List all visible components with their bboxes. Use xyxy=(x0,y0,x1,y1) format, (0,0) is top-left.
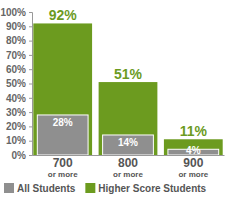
y-tick-label: 30% xyxy=(6,107,26,118)
y-tick-mark xyxy=(29,12,32,13)
legend-label: Higher Score Students xyxy=(98,183,206,194)
legend: All Students Higher Score Students xyxy=(4,183,207,194)
x-tick-label: 700or more xyxy=(48,156,78,179)
y-tick: 30% xyxy=(6,107,32,118)
y-tick-label: 100% xyxy=(0,7,26,18)
data-label: 14% xyxy=(118,137,138,148)
y-tick-mark xyxy=(29,141,32,142)
y-tick-label: 20% xyxy=(6,121,26,132)
y-tick: 90% xyxy=(6,21,32,32)
data-label: 92% xyxy=(49,7,78,23)
y-tick: 80% xyxy=(6,35,32,46)
y-tick-mark xyxy=(29,126,32,127)
x-tick-label: 900or more xyxy=(178,156,208,179)
y-axis: 0% 10% 20% 30% 40% 50% 60% 70% 80% 90% 100% xyxy=(0,7,32,161)
y-tick-label: 50% xyxy=(6,78,26,89)
x-tick: 700or more xyxy=(48,155,78,179)
y-tick-mark xyxy=(29,55,32,56)
y-tick-label: 90% xyxy=(6,21,26,32)
bar xyxy=(103,135,154,155)
y-tick: 60% xyxy=(6,64,32,75)
y-tick: 0% xyxy=(12,150,32,161)
x-tick-label: 800or more xyxy=(113,156,143,179)
bar xyxy=(99,82,158,155)
y-tick-mark xyxy=(29,69,32,70)
y-tick-label: 80% xyxy=(6,35,26,46)
legend-swatch xyxy=(4,183,14,193)
bar xyxy=(33,23,92,155)
y-tick-mark xyxy=(29,84,32,85)
y-tick-label: 10% xyxy=(6,135,26,146)
y-tick-mark xyxy=(29,155,32,156)
y-tick: 40% xyxy=(6,93,32,104)
y-axis-line xyxy=(29,13,33,156)
data-labels: 92% 51% 11% 28% 14% 4% xyxy=(49,7,208,156)
y-tick-mark xyxy=(29,98,32,99)
x-tick: 800or more xyxy=(113,155,143,179)
y-tick: 100% xyxy=(0,7,32,18)
legend-swatch xyxy=(85,183,95,193)
y-tick-label: 0% xyxy=(12,150,27,161)
x-tick: 900or more xyxy=(178,155,208,179)
y-tick-label: 60% xyxy=(6,64,26,75)
y-tick-mark xyxy=(29,112,32,113)
y-tick-mark xyxy=(29,26,32,27)
y-tick: 10% xyxy=(6,135,32,146)
y-tick-mark xyxy=(29,41,32,42)
data-label: 11% xyxy=(180,123,208,139)
chart: 0% 10% 20% 30% 40% 50% 60% 70% 80% 90% 100% 700or m… xyxy=(0,0,233,203)
data-label: 4% xyxy=(186,145,201,156)
y-tick: 50% xyxy=(6,78,32,89)
data-label: 28% xyxy=(53,117,73,128)
y-tick-label: 40% xyxy=(6,93,26,104)
bars xyxy=(33,23,222,155)
data-label: 51% xyxy=(114,66,143,82)
bar xyxy=(164,139,223,155)
x-axis: 700or more 800or more 900or more xyxy=(33,155,225,179)
y-tick: 70% xyxy=(6,50,32,61)
legend-label: All Students xyxy=(17,183,76,194)
bar xyxy=(37,115,88,155)
y-tick-label: 70% xyxy=(6,50,26,61)
y-tick: 20% xyxy=(6,121,32,132)
